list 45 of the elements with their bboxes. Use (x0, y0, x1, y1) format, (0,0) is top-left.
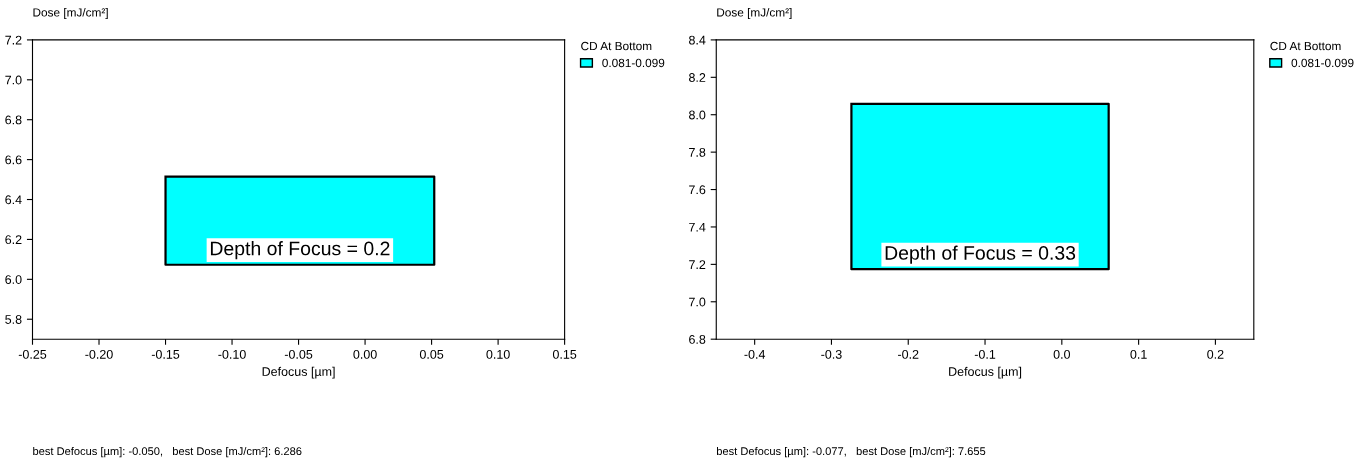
x-tick-label: 0.00 (353, 349, 377, 359)
x-tick-label: 0.0 (1053, 349, 1071, 359)
x-tick-label: 0.15 (552, 349, 577, 359)
x-tick-label: 0.10 (486, 349, 510, 359)
y-tick-label: 6.6 (5, 155, 22, 165)
legend-title: CD At Bottom (581, 41, 652, 51)
x-axis-title: Defocus [µm] (262, 366, 335, 379)
y-tick-label: 6.4 (5, 195, 22, 205)
x-tick-label: -0.10 (218, 349, 246, 359)
text: best Defocus [µm]: -0.050, best Dose [mJ/cm²]: 6.286 (33, 446, 302, 458)
y-tick-label: 6.8 (5, 115, 22, 125)
x-tick-label: -0.3 (821, 349, 842, 359)
y-tick-label: 7.2 (689, 260, 706, 269)
y-tick-label: 7.4 (689, 222, 706, 232)
x-tick-label: 0.05 (419, 349, 444, 359)
legend-label: 0.081-0.099 (1291, 58, 1354, 68)
x-tick-label: -0.15 (151, 349, 180, 359)
y-tick-label: 7.2 (5, 35, 22, 45)
y-tick-label: 7.8 (689, 147, 706, 157)
y-tick-label: 5.8 (5, 315, 22, 324)
y-tick-label: 7.0 (689, 297, 706, 307)
legend-label: 0.081-0.099 (602, 58, 665, 68)
y-tick-label: 8.4 (689, 35, 706, 45)
y-tick-label: 7.6 (689, 185, 706, 195)
y-axis-title: Dose [mJ/cm²] (33, 7, 108, 19)
y-tick-label: 6.0 (5, 275, 22, 284)
x-tick-label: 0.2 (1207, 349, 1224, 359)
x-tick-label: -0.2 (898, 349, 919, 359)
x-tick-label: -0.4 (744, 349, 766, 359)
x-tick-label: -0.1 (974, 349, 996, 359)
x-axis-title: Defocus [µm] (949, 366, 1022, 379)
y-tick-label: 8.2 (689, 73, 706, 82)
x-tick-label: -0.20 (85, 349, 113, 359)
text: best Defocus [µm]: -0.077, best Dose [mJ/cm²]: 7.655 (716, 446, 986, 458)
annotation: Depth of Focus = 0.33 (885, 245, 1076, 264)
legend-title: CD At Bottom (1270, 41, 1341, 51)
y-tick-label: 6.2 (5, 235, 22, 245)
annotation: Depth of Focus = 0.2 (210, 241, 390, 260)
x-tick-label: -0.25 (18, 349, 47, 359)
y-tick-label: 7.0 (5, 75, 22, 85)
x-tick-label: -0.05 (284, 349, 313, 359)
y-tick-label: 8.0 (689, 110, 706, 120)
y-tick-label: 6.8 (689, 334, 706, 344)
x-tick-label: 0.1 (1130, 349, 1147, 359)
y-axis-title: Dose [mJ/cm²] (717, 7, 792, 19)
